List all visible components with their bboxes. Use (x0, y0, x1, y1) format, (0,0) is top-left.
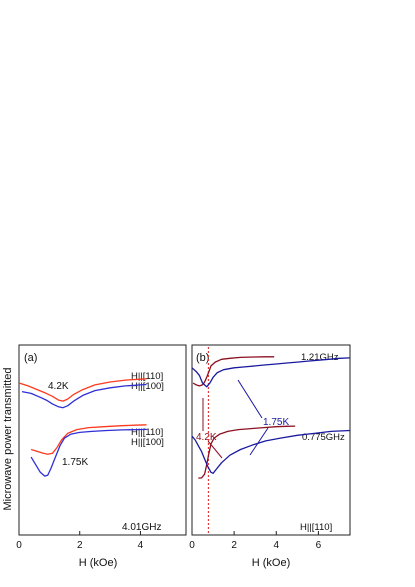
annotation-line-1-75k-upper (237, 379, 263, 419)
panel-a-series-line-0 (18, 378, 147, 402)
panel-b-temp-label-1-75k: 1.75K (263, 417, 289, 428)
panel-b-label: (b) (196, 352, 209, 364)
panel-b-x-axis-label: H (kOe) (252, 557, 291, 569)
panel-b-temp-label-4-2k: 4.2K (196, 432, 217, 443)
panel-b-x-tick-label-1: 2 (231, 540, 237, 551)
panel-a-legend-110-lower: H||[110] (131, 427, 163, 438)
panel-a-frequency-label: 4.01GHz (122, 522, 161, 533)
panel-a-x-tick-label-2: 4 (138, 540, 144, 551)
panel-b-x-tick-label-2: 4 (273, 540, 279, 551)
panel-a-x-tick-label-1: 2 (77, 540, 83, 551)
panel-a-label: (a) (24, 352, 37, 364)
panel-a-series-line-3 (30, 428, 147, 477)
panel-a-legend-100-upper: H||[100] (131, 381, 164, 392)
panel-a-frame (18, 344, 187, 536)
panel-a-temp-label-1-75k: 1.75K (62, 457, 88, 468)
panel-a-legend-110-upper: H||[110] (131, 371, 163, 382)
panel-b-x-tick-label-0: 0 (189, 540, 195, 551)
panel-b-series-line-0 (192, 356, 275, 387)
y-axis-label: Microwave power transmitted (2, 367, 14, 510)
panel-b: (b) 1.21GHz 0.775GHz H||[110] 1.75K 4.2K… (189, 344, 351, 569)
panel-b-field-label: H||[110] (300, 522, 332, 533)
panel-a-temp-label-4-2k: 4.2K (48, 381, 69, 392)
panel-b-frame (191, 344, 351, 536)
panel-a: (a) 4.01GHz 4.2K 1.75K H||[110] H||[100]… (16, 344, 187, 569)
panel-a-legend-100-lower: H||[100] (131, 437, 164, 448)
panel-a-series-line-1 (21, 383, 147, 409)
panel-a-x-axis-label: H (kOe) (79, 557, 118, 569)
panel-a-series-line-2 (30, 424, 147, 455)
panel-b-series-line-2 (198, 425, 296, 479)
annotation-line-1-75k-lower (249, 427, 269, 456)
panel-b-frequency-label-1-21ghz: 1.21GHz (301, 352, 339, 363)
panel-b-x-tick-label-3: 6 (316, 540, 322, 551)
panel-b-series-line-1 (191, 357, 351, 388)
panel-a-x-tick-label-0: 0 (16, 540, 22, 551)
panel-b-series-line-3 (191, 429, 351, 474)
panel-b-frequency-label-0-775ghz: 0.775GHz (302, 432, 345, 443)
